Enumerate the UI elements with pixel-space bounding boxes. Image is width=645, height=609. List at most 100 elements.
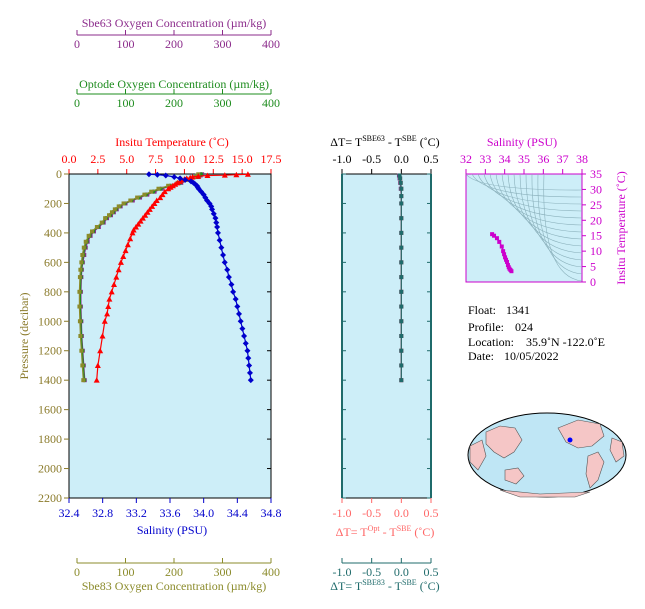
temperature-point [244, 171, 251, 177]
sbe83-point [77, 275, 82, 280]
dt-top-axis-tick-label: -0.5 [362, 152, 381, 166]
ts-temperature-axis-tick-label: 20 [590, 213, 602, 227]
salinity-point [228, 281, 235, 288]
salinity-point [237, 318, 244, 325]
salinity-axis-tick-label: 34.0 [193, 506, 214, 520]
delta-t-sbe83-point [399, 289, 404, 294]
dt-sbe83-axis-tick-label: 0.5 [424, 565, 439, 579]
profile-panel [68, 173, 272, 499]
temperature-point [113, 274, 120, 280]
dt-opt-axis-tick-label: -1.0 [333, 506, 352, 520]
sbe83-point [79, 260, 84, 265]
ts-temperature-axis-tick-label: 15 [590, 229, 602, 243]
temperature-point [135, 221, 142, 227]
temperature-axis-tick-label: 10.0 [174, 152, 195, 166]
salinity-point [246, 369, 253, 376]
temperature-point [93, 377, 100, 383]
salinity-axis-label: Salinity (PSU) [137, 523, 207, 537]
world-map [467, 412, 627, 498]
sbe83-point [142, 192, 147, 197]
pressure-axis-tick-label: 600 [44, 255, 62, 269]
temperature-point [99, 333, 106, 339]
ts-density-contour [525, 173, 583, 261]
sbe83-point [156, 186, 161, 191]
salinity-point [221, 259, 228, 266]
ts-salinity-axis-tick-label: 33 [479, 152, 491, 166]
sbe83-point [128, 198, 133, 203]
salinity-point [145, 171, 152, 178]
optode-axis-tick-label: 200 [165, 96, 183, 110]
date-label: Date: [468, 349, 494, 363]
temperature-point [153, 197, 160, 204]
temperature-point [146, 206, 153, 212]
ts-temperature-axis-tick-label: 30 [590, 182, 602, 196]
sbe83-axis: 0 100 200 300 400 Sbe83 Oxygen Concentration… [74, 558, 280, 593]
sbe83-point [81, 378, 86, 383]
sbe83-axis-tick-label: 0 [74, 565, 80, 579]
sbe83-point [80, 253, 85, 257]
ts-salinity-axis-tick-label: 36 [537, 152, 549, 166]
sbe83-point [121, 201, 126, 206]
delta-t-sbe83-point [399, 304, 404, 309]
dt-opt-axis-tick-label: 0.0 [394, 506, 409, 520]
pressure-axis-tick-label: 1600 [38, 403, 62, 417]
dt-sbe83-axis-tick-label: 0.0 [394, 565, 409, 579]
salinity-point [236, 310, 243, 317]
salinity-point [224, 266, 231, 273]
ts-point [503, 255, 508, 260]
ts-temperature-axis-label: Insitu Temperature (˚C) [614, 171, 628, 285]
sbe83-point [109, 210, 114, 215]
sbe83-point [149, 189, 154, 194]
delta-t-sbe83-point [399, 194, 404, 199]
optode-axis-label: Optode Oxygen Concentration (µm/kg) [79, 77, 269, 91]
delta-t-sbe83-point [399, 319, 404, 324]
pressure-axis-tick-label: 400 [44, 226, 62, 240]
ts-temperature-axis-tick-label: 0 [590, 275, 596, 289]
ts-temperature-axis-tick-label: 5 [590, 260, 596, 274]
salinity-axis-tick-label: 32.8 [92, 506, 113, 520]
temperature-point [161, 188, 168, 195]
ts-density-contour [483, 173, 583, 212]
salinity-point [246, 362, 253, 369]
delta-t-sbe83-point [399, 201, 404, 206]
temperature-point [144, 209, 151, 215]
salinity-point [234, 303, 241, 310]
sbe83-point [112, 207, 117, 212]
ts-point [492, 233, 497, 238]
sbe83-point [103, 216, 108, 221]
sbe83-point [107, 213, 112, 218]
sbe63-axis-tick-label: 400 [262, 37, 280, 51]
salinity-point [242, 340, 249, 347]
pressure-axis-tick-label: 800 [44, 285, 62, 299]
ts-point [509, 269, 514, 274]
ts-point [499, 244, 504, 249]
dt-top-axis-tick-label: -1.0 [333, 152, 352, 166]
temperature-point [139, 215, 146, 221]
sbe83-point [77, 289, 82, 294]
sbe83-point [80, 363, 85, 368]
salinity-point [220, 252, 227, 258]
ts-temperature-axis-tick-label: 25 [590, 198, 602, 212]
temperature-point [127, 235, 134, 242]
temperature-point [204, 172, 211, 178]
salinity-point [245, 355, 252, 362]
ts-salinity-axis-label: Salinity (PSU) [487, 135, 557, 149]
ts-point [504, 257, 509, 262]
temperature-point [151, 200, 158, 206]
sbe83-axis-tick-label: 200 [165, 565, 183, 579]
ts-density-contour [477, 173, 583, 205]
map-land-antarctica [499, 489, 591, 498]
info-float: Float: 1341 [468, 303, 530, 318]
temperature-point [120, 253, 127, 259]
dt-top-axis-tick-label: 0.5 [424, 152, 439, 166]
pressure-axis-tick-label: 200 [44, 196, 62, 210]
info-date: Date: 10/05/2022 [468, 349, 559, 364]
sbe83-point [94, 225, 99, 230]
delta-t-sbe83-point [399, 334, 404, 338]
dt-opt-axis-label: ΔT= TOpt - TSBE (˚C) [336, 524, 435, 539]
dt-top-axis-label: ΔT= TSBE63 - TSBE (˚C) [330, 134, 439, 149]
pressure-axis-label: Pressure (decibar) [17, 293, 31, 380]
dt-opt-axis-tick-label: 0.5 [424, 506, 439, 520]
